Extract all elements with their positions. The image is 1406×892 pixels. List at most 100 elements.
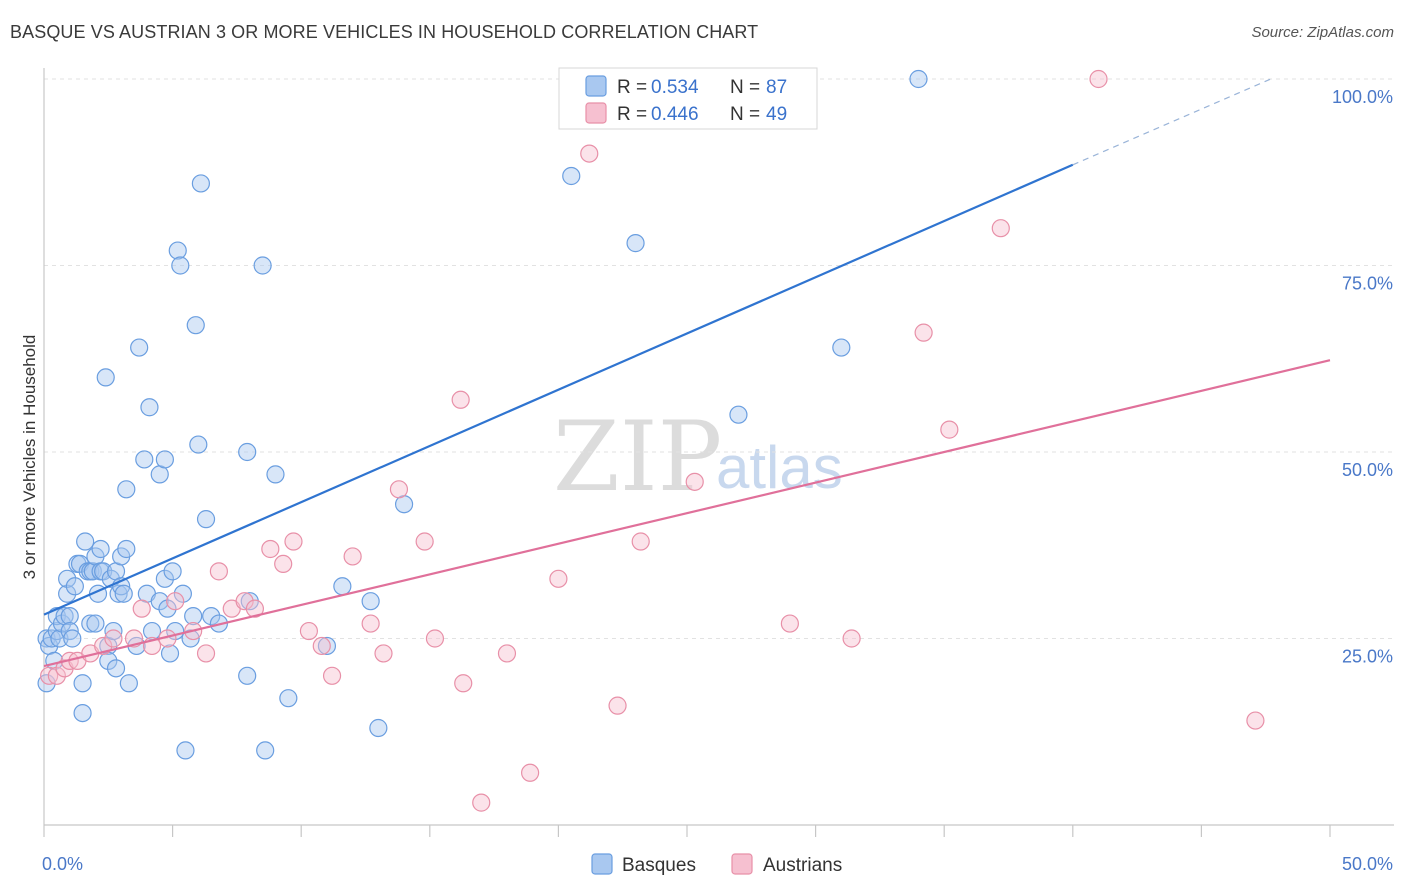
data-point-basques — [369, 718, 388, 738]
data-point-austrians — [1246, 711, 1265, 730]
data-point-austrians — [991, 219, 1010, 238]
data-point-basques — [117, 539, 136, 559]
data-point-basques — [73, 703, 92, 723]
data-point-austrians — [322, 666, 342, 685]
y-tick-label: 25.0% — [1342, 647, 1393, 667]
data-point-basques — [117, 480, 136, 499]
data-point-basques — [96, 368, 115, 387]
data-point-basques — [238, 666, 257, 685]
data-point-basques — [155, 569, 174, 588]
x-tick-label-max: 50.0% — [1342, 854, 1393, 874]
data-point-basques — [238, 442, 257, 462]
series-legend-label-basques: Basques — [622, 855, 696, 876]
y-tick-labels: 25.0% 50.0% 75.0% 100.0% — [1332, 87, 1393, 667]
data-point-basques — [58, 569, 77, 588]
data-point-basques — [626, 234, 645, 253]
data-point-basques — [173, 584, 192, 603]
y-tick-label: 50.0% — [1342, 460, 1393, 480]
legend-r-label-austrians: R = — [617, 104, 647, 125]
series-legend-label-austrians: Austrians — [763, 855, 842, 876]
data-point-basques — [191, 174, 210, 193]
data-point-austrians — [299, 621, 319, 641]
data-point-austrians — [631, 532, 650, 551]
data-point-basques — [83, 562, 102, 581]
series-legend: Basques Austrians — [591, 853, 842, 876]
data-point-austrians — [389, 480, 409, 499]
data-point-austrians — [343, 547, 362, 566]
data-point-basques — [562, 166, 581, 186]
data-point-austrians — [451, 390, 470, 409]
data-point-austrians — [209, 562, 228, 581]
trend-line-extension-basques — [1072, 78, 1272, 166]
legend-swatch-austrians — [585, 102, 607, 124]
data-point-basques — [37, 629, 56, 648]
y-axis-title: 3 or more Vehicles in Household — [20, 335, 39, 580]
data-point-basques — [94, 562, 113, 581]
x-tick-label-min: 0.0% — [42, 854, 83, 874]
data-point-basques — [832, 338, 851, 357]
axes — [43, 68, 1394, 837]
series-legend-swatch-basques — [591, 853, 613, 875]
data-point-basques — [60, 621, 79, 641]
data-point-basques — [114, 584, 133, 603]
data-point-basques — [60, 607, 79, 626]
data-point-austrians — [415, 532, 434, 551]
data-point-basques — [130, 338, 149, 357]
data-point-austrians — [472, 793, 491, 812]
data-point-basques — [63, 629, 82, 648]
data-point-austrians — [914, 323, 933, 342]
data-point-basques — [81, 614, 100, 633]
data-point-basques — [76, 532, 95, 551]
y-tick-label: 100.0% — [1332, 87, 1393, 107]
data-point-basques — [256, 741, 275, 760]
data-point-austrians — [312, 636, 331, 656]
data-point-basques — [37, 674, 56, 693]
data-point-austrians — [497, 644, 517, 663]
legend-n-value-basques: 87 — [766, 77, 787, 98]
data-point-basques — [158, 599, 177, 618]
data-point-austrians — [261, 539, 280, 559]
data-point-austrians — [166, 592, 185, 611]
data-point-basques — [729, 405, 748, 424]
data-points — [37, 69, 1265, 812]
data-point-austrians — [580, 144, 599, 163]
data-point-basques — [65, 577, 84, 596]
data-point-austrians — [940, 420, 959, 439]
data-point-basques — [109, 584, 128, 603]
data-point-basques — [106, 659, 126, 678]
legend-r-value-basques: 0.534 — [651, 77, 699, 98]
data-point-basques — [50, 629, 69, 648]
data-point-austrians — [685, 472, 704, 491]
legend-n-label-basques: N = — [730, 77, 760, 98]
data-point-basques — [266, 465, 285, 484]
stats-legend: R = 0.534 N = 87 R = 0.446 N = 49 — [558, 67, 818, 130]
data-point-austrians — [132, 599, 151, 618]
trend-lines — [43, 78, 1331, 668]
data-point-austrians — [274, 554, 293, 574]
data-point-basques — [140, 398, 159, 417]
data-point-austrians — [842, 629, 861, 648]
watermark-atlas: atlas — [716, 434, 843, 501]
trend-line-austrians — [43, 359, 1331, 668]
data-point-austrians — [425, 629, 445, 648]
data-point-basques — [176, 741, 195, 760]
gridlines — [44, 78, 1394, 639]
chart-source: Source: ZipAtlas.com — [1251, 24, 1394, 41]
y-tick-label: 75.0% — [1342, 274, 1393, 294]
data-point-basques — [279, 689, 298, 708]
watermark-zip: ZIP — [553, 401, 722, 513]
data-point-basques — [155, 450, 174, 469]
data-point-basques — [189, 435, 208, 454]
data-point-austrians — [1089, 69, 1108, 89]
legend-n-value-austrians: 49 — [766, 104, 787, 125]
data-point-austrians — [361, 614, 380, 633]
data-point-austrians — [374, 644, 393, 663]
data-point-basques — [317, 636, 337, 656]
data-point-austrians — [196, 644, 216, 663]
data-point-basques — [196, 510, 216, 529]
data-point-basques — [91, 539, 110, 559]
data-point-basques — [160, 644, 180, 663]
watermark: ZIP atlas — [553, 401, 843, 513]
data-point-basques — [909, 69, 928, 89]
